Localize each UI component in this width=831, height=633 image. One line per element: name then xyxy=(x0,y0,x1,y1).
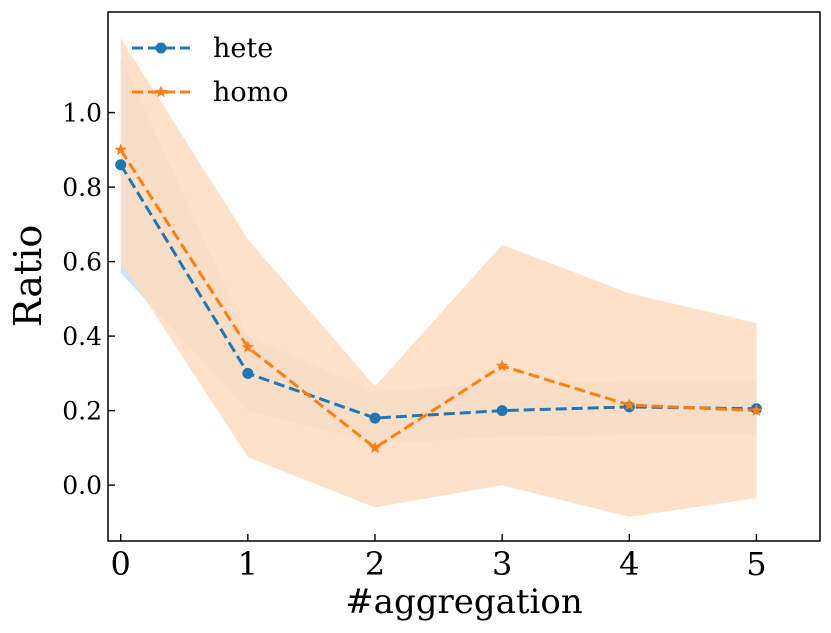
point-homo-3 xyxy=(495,359,509,372)
legend: hete homo xyxy=(132,33,289,108)
confidence-bands xyxy=(120,38,757,517)
plot-frame xyxy=(107,11,821,542)
y-tick-label: 0.4 xyxy=(62,322,102,351)
x-tick-label: 5 xyxy=(746,545,766,583)
line-homo xyxy=(119,149,757,450)
y-tick-label: 0.2 xyxy=(62,397,102,426)
series-lines xyxy=(119,149,757,450)
point-homo-1 xyxy=(241,340,255,353)
x-tick-label: 4 xyxy=(619,545,639,583)
point-homo-0 xyxy=(114,143,127,156)
y-tick-label: 1.0 xyxy=(62,99,102,128)
legend-label-homo: homo xyxy=(213,77,289,108)
y-tick-label: 0.6 xyxy=(62,248,102,277)
x-tick-label: 0 xyxy=(111,545,131,583)
y-tick-label: 0.0 xyxy=(62,471,102,500)
y-axis: 0.0 0.2 0.4 0.6 0.8 1.0 xyxy=(62,99,115,500)
x-axis: 0 1 2 3 4 5 xyxy=(111,534,767,583)
legend-marker-hete xyxy=(155,42,167,54)
point-homo-4 xyxy=(623,398,636,411)
band-homo xyxy=(120,38,757,517)
point-hete-0 xyxy=(115,159,127,171)
point-hete-2 xyxy=(369,412,381,424)
line-hete xyxy=(119,163,757,420)
x-tick-label: 2 xyxy=(365,545,385,583)
x-axis-title: #aggregation xyxy=(345,582,583,622)
legend-marker-homo xyxy=(154,85,168,98)
x-tick-label: 1 xyxy=(238,545,258,583)
y-axis-title: Ratio xyxy=(6,225,50,327)
point-homo-2 xyxy=(368,441,382,454)
point-homo-5 xyxy=(750,404,763,416)
point-hete-1 xyxy=(242,367,254,379)
x-tick-label: 3 xyxy=(492,545,512,583)
legend-label-hete: hete xyxy=(213,33,273,64)
series-markers xyxy=(114,143,763,454)
y-tick-label: 0.8 xyxy=(62,173,102,202)
point-hete-3 xyxy=(496,405,508,417)
